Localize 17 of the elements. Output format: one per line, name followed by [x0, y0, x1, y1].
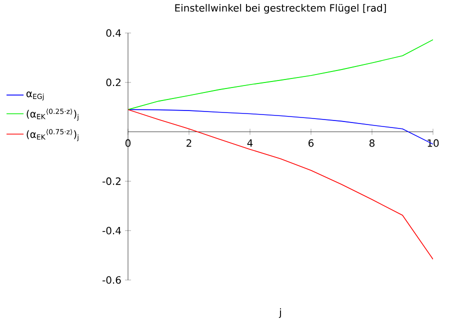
legend-label: α$_{EGj}$	[26, 92, 44, 100]
x-tick-label: 4	[247, 139, 253, 147]
x-tick-label: 8	[370, 139, 374, 147]
x-tick-label: 0	[125, 139, 131, 147]
chart-title: Einstellwinkel bei gestrecktem Flügel [rad]	[175, 4, 386, 14]
y-tick-label: 0.4	[106, 29, 121, 37]
x-tick-label: 10	[428, 139, 439, 147]
y-tick-label: -0.4	[102, 226, 121, 234]
x-axis-title: j	[278, 308, 281, 318]
legend-label: (α$_{EK}$$^{⟨0.25·z⟩}$)$_{j}$	[26, 108, 78, 121]
y-tick-label: 0.2	[106, 78, 120, 86]
y-tick-label: -0.2	[102, 177, 120, 185]
x-tick-label: 6	[308, 139, 314, 147]
line-series	[128, 39, 434, 110]
x-tick-label: 2	[186, 139, 192, 147]
legend-label: (α$_{EK}$$^{⟨0.75·z⟩}$)$_{j}$	[26, 128, 78, 142]
y-tick-label: -0.6	[102, 276, 121, 284]
